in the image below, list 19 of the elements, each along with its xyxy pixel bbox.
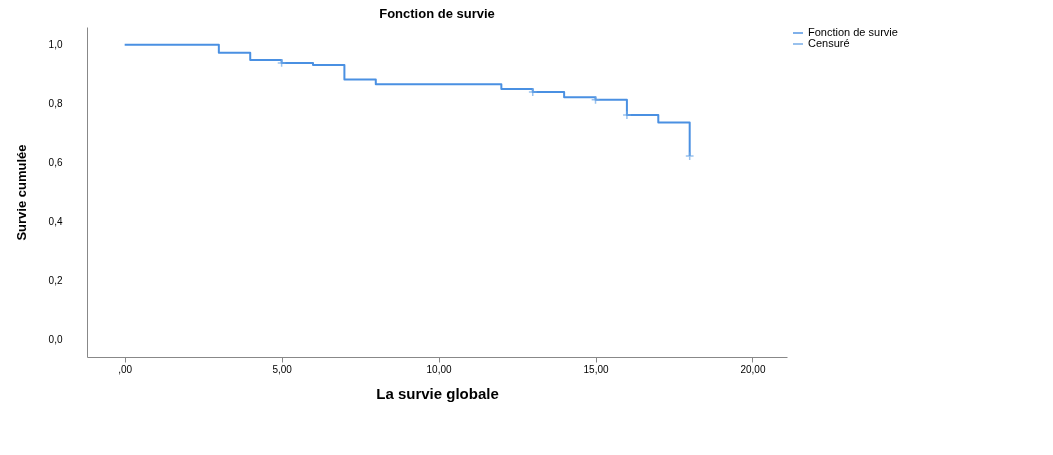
y-tick-label: 0,4 — [48, 215, 63, 227]
legend-label: Censuré — [808, 37, 850, 49]
x-tick-label: 15,00 — [583, 363, 609, 375]
point — [622, 110, 632, 120]
y-tick-label: 0,8 — [48, 98, 63, 110]
y-axis-title: Survie cumulée — [13, 144, 29, 241]
x-tick-label: ,00 — [118, 363, 133, 375]
y-tick-label: 1,0 — [48, 39, 63, 51]
x-tick-label: 5,00 — [272, 363, 293, 375]
chart-title: Fonction de survie — [379, 6, 495, 21]
legend-label: Fonction de survie — [808, 26, 898, 38]
x-axis-title: La survie globale — [376, 384, 499, 402]
x-tick-label: 20,00 — [740, 363, 766, 375]
y-tick-label: 0,2 — [48, 274, 63, 286]
y-tick-label: 0,0 — [48, 333, 63, 345]
point — [528, 87, 538, 97]
point — [685, 151, 695, 161]
y-tick-label: 0,6 — [48, 157, 63, 169]
x-tick-label: 10,00 — [426, 363, 453, 375]
